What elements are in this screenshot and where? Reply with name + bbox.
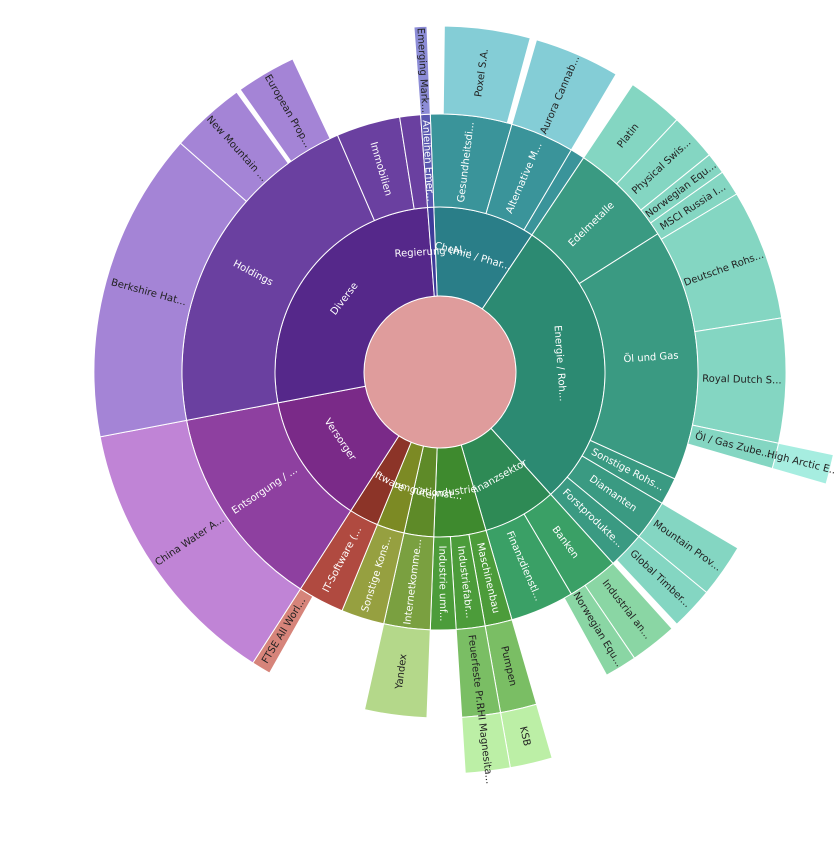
sunburst-segment-rhi-magnesita-56[interactable] (461, 712, 511, 774)
sunburst-segment-norwegian-equ-44[interactable] (563, 584, 636, 676)
sunburst-segment-royal-dutch-s-39[interactable] (691, 317, 787, 444)
sunburst-segment-global-timber-42[interactable] (615, 535, 708, 625)
sunburst-segment-emerging-mark-53[interactable] (413, 25, 431, 116)
center-disk[interactable] (363, 295, 517, 449)
sunburst-segment-new-mountain-51[interactable] (179, 91, 290, 203)
sunburst-segment-yandex-47[interactable] (363, 623, 431, 719)
sunburst-segment-poxel-s-a-32[interactable] (442, 25, 531, 124)
sunburst-segment-high-arctic-e-54[interactable] (771, 442, 834, 485)
sunburst-segment-aurora-cannab-33[interactable] (511, 39, 617, 151)
sunburst-segment-european-prop-52[interactable] (239, 58, 331, 163)
